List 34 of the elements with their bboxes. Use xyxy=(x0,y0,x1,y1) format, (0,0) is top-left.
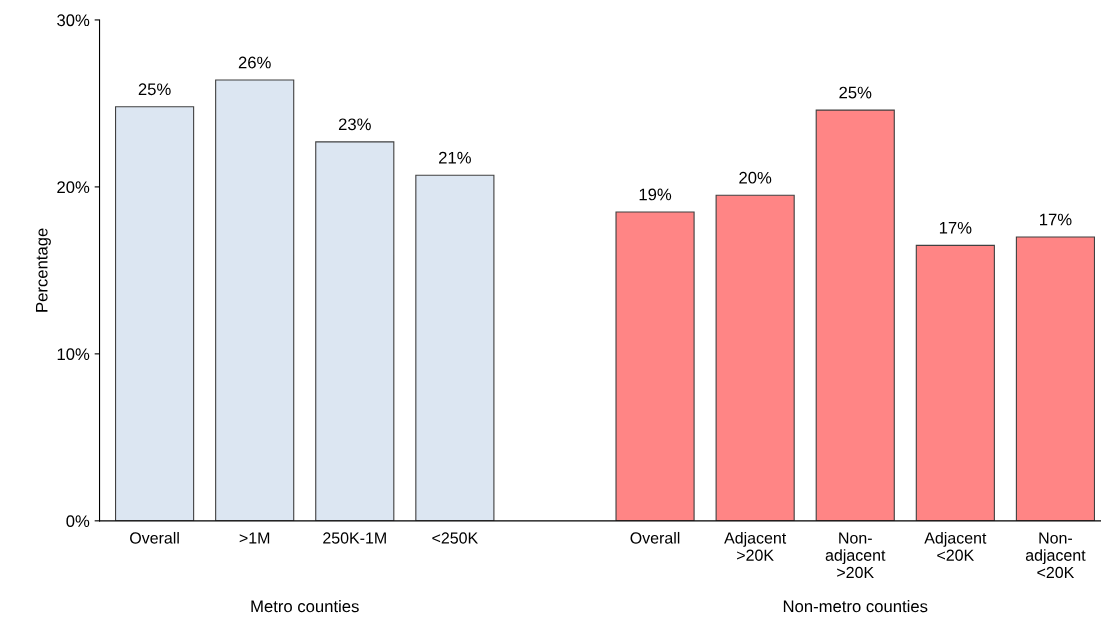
bar xyxy=(114,106,195,521)
x-tick-label: >1M xyxy=(239,532,270,544)
bar xyxy=(1015,236,1096,521)
data-label: 17% xyxy=(1040,213,1072,226)
bar xyxy=(915,244,995,521)
data-label: 19% xyxy=(639,188,672,201)
x-tick-label: Adjacent <20K xyxy=(924,531,987,561)
bar xyxy=(615,211,695,521)
text: Non-metro counties xyxy=(783,599,928,613)
y-tick-label: 20% xyxy=(57,181,90,194)
data-label: 25% xyxy=(138,83,171,96)
y-tick-label: 30% xyxy=(57,14,90,27)
x-tick-label: Overall xyxy=(130,531,179,544)
y-axis-title: Percentage xyxy=(35,228,51,312)
x-tick-label: Adjacent >20K xyxy=(724,531,787,561)
data-label: 17% xyxy=(939,221,972,234)
data-label: 25% xyxy=(839,86,872,99)
x-tick-label: 250K-1M xyxy=(323,532,386,544)
x-tick-label: Non- adjacent >20K xyxy=(825,532,886,579)
data-label: 26% xyxy=(238,56,271,69)
bar xyxy=(315,141,395,521)
bar xyxy=(215,79,295,521)
x-tick-label: <250K xyxy=(432,532,479,544)
bar xyxy=(715,194,795,521)
data-label: 21% xyxy=(439,151,471,164)
data-label: 20% xyxy=(739,171,772,184)
data-label: 23% xyxy=(338,118,371,131)
x-tick-label: Overall xyxy=(630,531,680,544)
text: Metro counties xyxy=(251,599,359,613)
x-tick-label: Non- adjacent <20K xyxy=(1025,532,1086,579)
bar xyxy=(815,109,895,521)
y-tick-label: 0% xyxy=(66,515,90,528)
y-tick-label: 10% xyxy=(57,348,90,361)
bar xyxy=(415,174,495,521)
